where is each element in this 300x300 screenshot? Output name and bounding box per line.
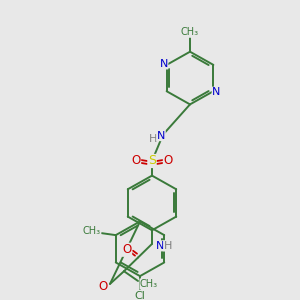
- Text: N: N: [157, 130, 165, 141]
- Text: N: N: [156, 241, 164, 251]
- Text: Cl: Cl: [135, 291, 146, 300]
- Text: S: S: [148, 154, 156, 167]
- Text: CH₃: CH₃: [181, 27, 199, 37]
- Text: O: O: [164, 154, 172, 166]
- Text: H: H: [149, 134, 157, 143]
- Text: CH₃: CH₃: [83, 226, 101, 236]
- Text: H: H: [164, 241, 172, 251]
- Text: N: N: [159, 59, 168, 69]
- Text: O: O: [131, 154, 141, 166]
- Text: N: N: [212, 87, 220, 97]
- Text: O: O: [122, 243, 132, 256]
- Text: CH₃: CH₃: [140, 279, 158, 289]
- Text: O: O: [98, 280, 108, 293]
